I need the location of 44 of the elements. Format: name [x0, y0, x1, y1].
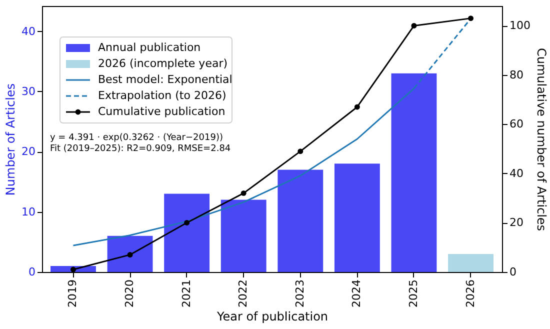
- legend-label: Extrapolation (to 2026): [98, 89, 226, 102]
- point: [468, 16, 474, 22]
- x-tick-label: 2021: [180, 280, 193, 308]
- bar: [334, 164, 380, 272]
- bar: [448, 254, 494, 272]
- point: [240, 190, 246, 196]
- point: [411, 22, 417, 28]
- point: [127, 252, 133, 258]
- x-tick-label: 2019: [66, 280, 80, 308]
- y-tick-label: 0: [28, 266, 36, 278]
- y-tick-label: 20: [22, 145, 36, 158]
- point: [354, 104, 360, 110]
- bar: [278, 170, 324, 272]
- bar: [391, 73, 437, 272]
- annotation: y = 4.391 · exp(0.3262 · (Year−2019)): [50, 133, 223, 143]
- point: [298, 148, 304, 154]
- x-axis-title: Year of publication: [216, 309, 328, 324]
- annotation: Fit (2019–2025): R2=0.909, RMSE=2.84: [50, 144, 231, 154]
- point: [184, 220, 190, 226]
- y2-tick-label: 0: [510, 266, 516, 278]
- x-tick-label: 2020: [123, 280, 136, 308]
- legend-label: Best model: Exponential: [98, 73, 232, 86]
- y2-tick-label: 100: [510, 19, 530, 32]
- bar: [220, 200, 266, 272]
- y2-tick-label: 80: [510, 68, 524, 82]
- y2-tick-label: 40: [510, 166, 524, 180]
- x-tick-label: 2026: [464, 280, 477, 308]
- legend-label: Annual publication: [98, 41, 201, 54]
- x-tick-label: 2024: [350, 280, 364, 308]
- y2-axis-title: Cumulative number of Articles: [534, 48, 548, 232]
- x-tick-label: 2025: [406, 280, 420, 308]
- y-tick-label: 30: [22, 84, 36, 98]
- y-tick-label: 10: [22, 205, 36, 218]
- y2-tick-label: 60: [510, 118, 524, 131]
- y-axis-title: Number of Articles: [4, 83, 18, 196]
- bar: [107, 236, 153, 272]
- x-tick-label: 2023: [293, 280, 306, 308]
- y-tick-label: 40: [22, 24, 36, 38]
- y2-tick-label: 20: [510, 216, 524, 230]
- bar: [164, 194, 210, 272]
- x-tick-label: 2022: [236, 280, 250, 308]
- legend-label: Cumulative publication: [98, 105, 226, 118]
- legend-label: 2026 (incomplete year): [98, 57, 228, 70]
- point: [70, 266, 76, 272]
